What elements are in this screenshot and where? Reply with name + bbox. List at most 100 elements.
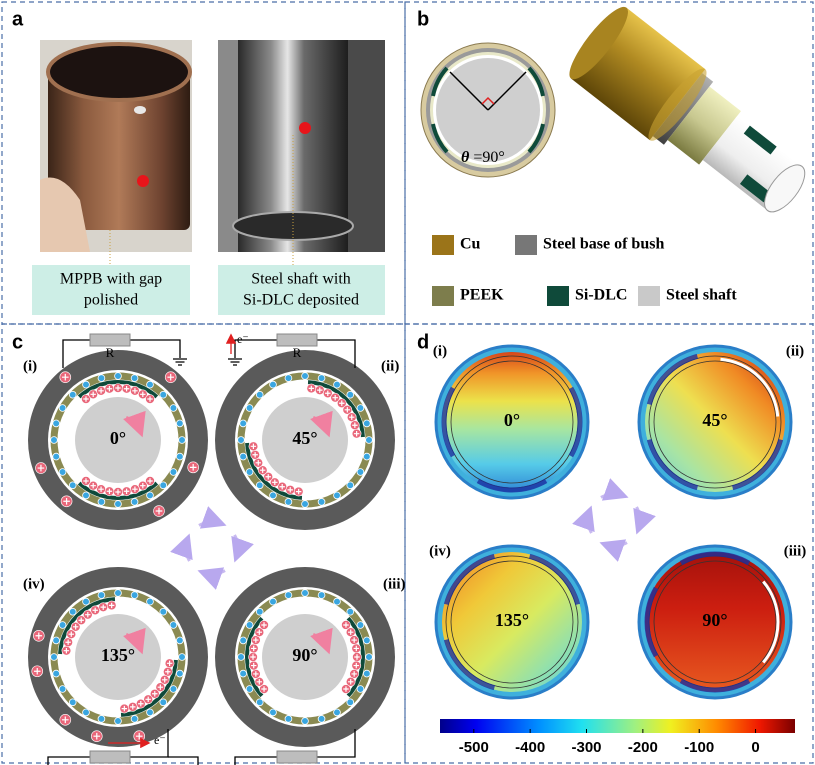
negative-charge xyxy=(256,699,263,706)
cycle-arrow xyxy=(199,522,221,525)
negative-charge xyxy=(357,686,364,693)
negative-charge xyxy=(302,590,309,597)
negative-charge xyxy=(347,391,354,398)
legend-label: Cu xyxy=(460,236,481,253)
negative-charge xyxy=(240,420,247,427)
negative-charge xyxy=(179,437,186,444)
negative-charge xyxy=(131,592,138,599)
negative-charge xyxy=(131,498,138,505)
negative-charge xyxy=(98,498,105,505)
negative-charge xyxy=(98,375,105,382)
legend: CuSteel base of bushPEEKSi-DLCSteel shaf… xyxy=(432,235,737,306)
negative-charge xyxy=(59,405,66,412)
negative-charge xyxy=(256,482,263,489)
ground xyxy=(173,359,187,365)
negative-charge xyxy=(366,654,373,661)
cycle-arrow xyxy=(588,511,591,533)
legend-swatch xyxy=(432,286,454,306)
negative-charge xyxy=(69,482,76,489)
negative-charge xyxy=(347,699,354,706)
negative-charge xyxy=(160,391,167,398)
legend-swatch xyxy=(432,235,454,255)
negative-charge xyxy=(69,391,76,398)
legend-label: Steel base of bush xyxy=(543,236,664,253)
state-label: (iii) xyxy=(383,576,406,592)
colorbar-tick-label: -400 xyxy=(515,739,545,756)
colorbar-tick-label: -200 xyxy=(628,739,658,756)
legend-label: Si-DLC xyxy=(575,287,627,304)
negative-charge xyxy=(240,637,247,644)
state-label: (ii) xyxy=(381,358,399,374)
resistor-label: R xyxy=(293,345,302,360)
negative-charge xyxy=(334,709,341,716)
bearing-state: 135°(iv)Re⁻ xyxy=(23,567,208,765)
negative-charge xyxy=(363,420,370,427)
negative-charge xyxy=(363,637,370,644)
negative-charge xyxy=(366,437,373,444)
negative-charge xyxy=(270,381,277,388)
legend-swatch xyxy=(515,235,537,255)
panel-label: d xyxy=(417,331,429,353)
negative-charge xyxy=(302,373,309,380)
negative-charge xyxy=(318,592,325,599)
negative-charge xyxy=(83,709,90,716)
negative-charge xyxy=(302,501,309,508)
cycle-arrow xyxy=(601,494,623,497)
potential-map: 90°(iii) xyxy=(639,543,806,698)
negative-charge xyxy=(318,498,325,505)
negative-charge xyxy=(256,608,263,615)
negative-charge xyxy=(53,453,60,460)
negative-charge xyxy=(270,598,277,605)
angle-label: 135° xyxy=(495,610,529,630)
negative-charge xyxy=(59,469,66,476)
negative-charge xyxy=(176,670,183,677)
negative-charge xyxy=(334,381,341,388)
negative-charge xyxy=(160,699,167,706)
negative-charge xyxy=(357,469,364,476)
negative-charge xyxy=(285,592,292,599)
resistor-label: R xyxy=(106,345,115,360)
negative-charge xyxy=(59,686,66,693)
negative-charge xyxy=(160,482,167,489)
negative-charge xyxy=(347,608,354,615)
negative-charge xyxy=(238,654,245,661)
photo-bushing xyxy=(40,40,192,252)
panel-d: 0° (i) 45°(ii) 90°(iii) 135°(iv) xyxy=(429,343,806,698)
negative-charge xyxy=(53,637,60,644)
negative-charge xyxy=(285,715,292,722)
negative-charge xyxy=(238,437,245,444)
colorbar-tick-label: -100 xyxy=(684,739,714,756)
potential-map: 135°(iv) xyxy=(429,543,588,698)
legend-swatch xyxy=(638,286,660,306)
angle-label: 0° xyxy=(504,410,520,430)
state-label: (i) xyxy=(433,343,447,359)
negative-charge xyxy=(363,670,370,677)
angle-label: 45° xyxy=(702,410,727,430)
negative-charge xyxy=(115,373,122,380)
negative-charge xyxy=(131,375,138,382)
negative-charge xyxy=(256,391,263,398)
caption: MPPB with gap xyxy=(60,271,162,288)
potential-map: 45°(ii) xyxy=(639,343,804,498)
negative-charge xyxy=(176,637,183,644)
negative-charge xyxy=(270,709,277,716)
negative-charge xyxy=(147,709,154,716)
negative-charge xyxy=(179,654,186,661)
angle-label: 135° xyxy=(101,645,135,665)
negative-charge xyxy=(83,598,90,605)
negative-charge xyxy=(69,608,76,615)
negative-charge xyxy=(53,670,60,677)
cycle-arrow xyxy=(235,535,238,557)
colorbar-tick-label: -500 xyxy=(459,739,489,756)
negative-charge xyxy=(170,686,177,693)
legend-label: PEEK xyxy=(460,287,504,304)
angle-label: θ =90° xyxy=(461,149,505,166)
wire xyxy=(168,757,198,765)
electron-label: e⁻ xyxy=(154,733,166,747)
negative-charge xyxy=(131,715,138,722)
negative-charge xyxy=(246,405,253,412)
negative-charge xyxy=(318,715,325,722)
angle-label: 90° xyxy=(702,610,727,630)
bearing-state: 45°(ii)Re⁻ xyxy=(215,332,399,530)
photo-shaft xyxy=(218,40,385,252)
